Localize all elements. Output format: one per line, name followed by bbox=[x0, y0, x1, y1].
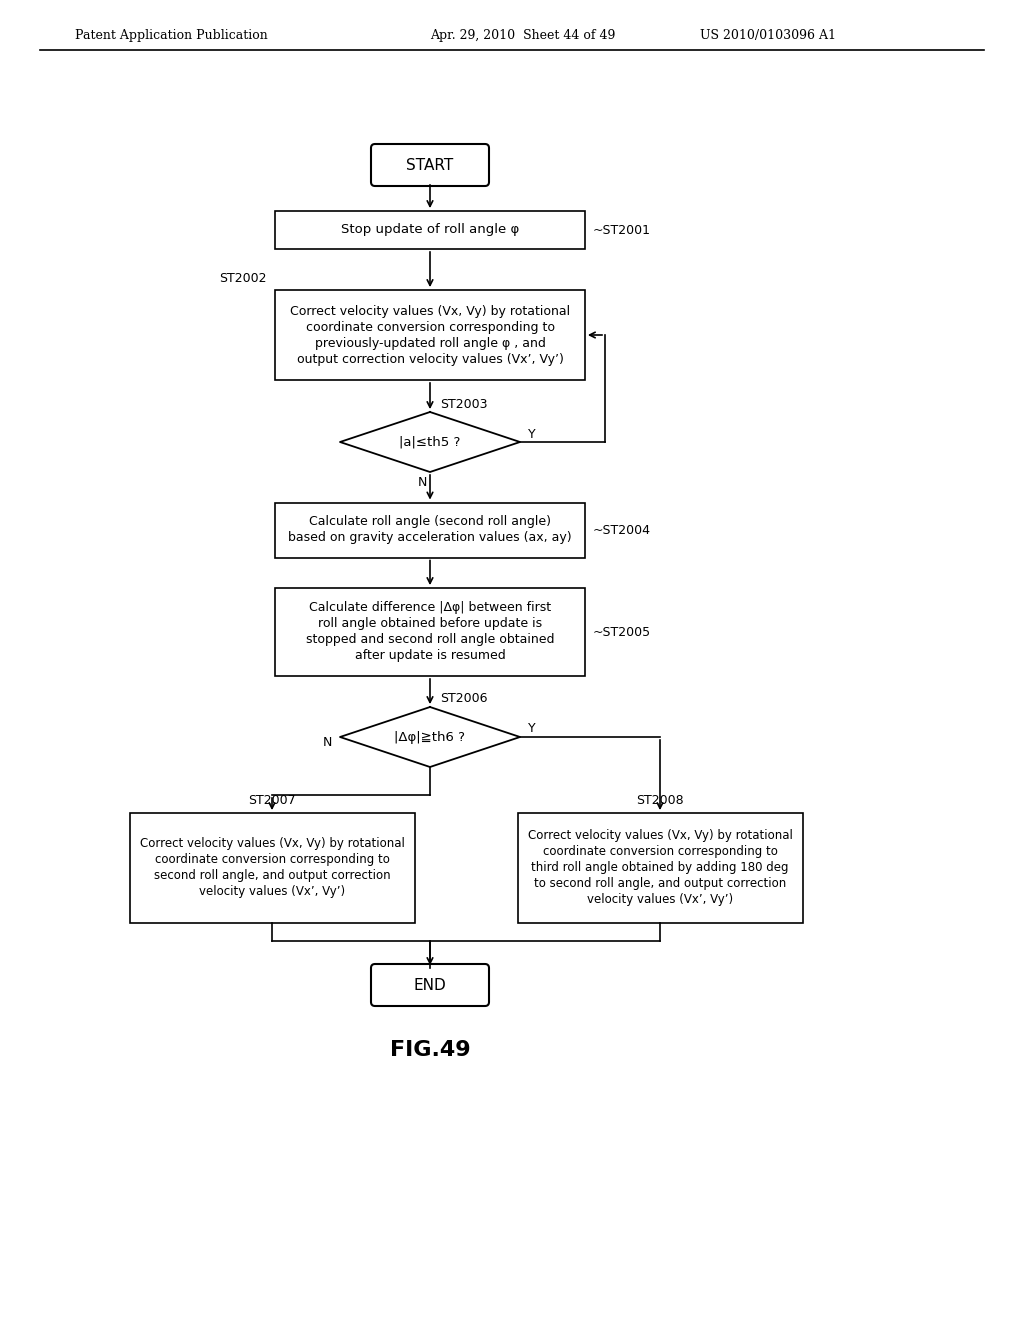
Polygon shape bbox=[340, 412, 520, 473]
Text: Correct velocity values (Vx, Vy) by rotational
coordinate conversion correspondi: Correct velocity values (Vx, Vy) by rota… bbox=[290, 305, 570, 366]
Text: Calculate difference |Δφ| between first
roll angle obtained before update is
sto: Calculate difference |Δφ| between first … bbox=[306, 602, 554, 663]
Text: ST2006: ST2006 bbox=[440, 693, 487, 705]
Text: Correct velocity values (Vx, Vy) by rotational
coordinate conversion correspondi: Correct velocity values (Vx, Vy) by rota… bbox=[139, 837, 404, 899]
Bar bbox=[275, 503, 585, 557]
Text: Y: Y bbox=[528, 428, 536, 441]
Bar bbox=[275, 211, 585, 249]
Text: N: N bbox=[418, 475, 427, 488]
Bar bbox=[129, 813, 415, 923]
FancyBboxPatch shape bbox=[371, 144, 489, 186]
Text: Patent Application Publication: Patent Application Publication bbox=[75, 29, 267, 41]
Text: Correct velocity values (Vx, Vy) by rotational
coordinate conversion correspondi: Correct velocity values (Vx, Vy) by rota… bbox=[527, 829, 793, 907]
Text: ST2002: ST2002 bbox=[219, 272, 267, 285]
Text: ~ST2004: ~ST2004 bbox=[593, 524, 651, 536]
Text: ~ST2001: ~ST2001 bbox=[593, 223, 651, 236]
FancyBboxPatch shape bbox=[371, 964, 489, 1006]
Text: Y: Y bbox=[528, 722, 536, 735]
Text: ST2003: ST2003 bbox=[440, 397, 487, 411]
Text: ST2008: ST2008 bbox=[636, 795, 684, 808]
Bar bbox=[275, 290, 585, 380]
Text: ST2007: ST2007 bbox=[248, 795, 296, 808]
Text: ~ST2005: ~ST2005 bbox=[593, 626, 651, 639]
Text: START: START bbox=[407, 157, 454, 173]
Text: Calculate roll angle (second roll angle)
based on gravity acceleration values (a: Calculate roll angle (second roll angle)… bbox=[288, 516, 571, 544]
Bar bbox=[517, 813, 803, 923]
Text: |a|≤th5 ?: |a|≤th5 ? bbox=[399, 436, 461, 449]
Text: |Δφ|≧th6 ?: |Δφ|≧th6 ? bbox=[394, 730, 466, 743]
Text: END: END bbox=[414, 978, 446, 993]
Polygon shape bbox=[340, 708, 520, 767]
Bar bbox=[275, 587, 585, 676]
Text: US 2010/0103096 A1: US 2010/0103096 A1 bbox=[700, 29, 836, 41]
Text: N: N bbox=[323, 735, 332, 748]
Text: Apr. 29, 2010  Sheet 44 of 49: Apr. 29, 2010 Sheet 44 of 49 bbox=[430, 29, 615, 41]
Text: Stop update of roll angle φ: Stop update of roll angle φ bbox=[341, 223, 519, 236]
Text: FIG.49: FIG.49 bbox=[390, 1040, 470, 1060]
